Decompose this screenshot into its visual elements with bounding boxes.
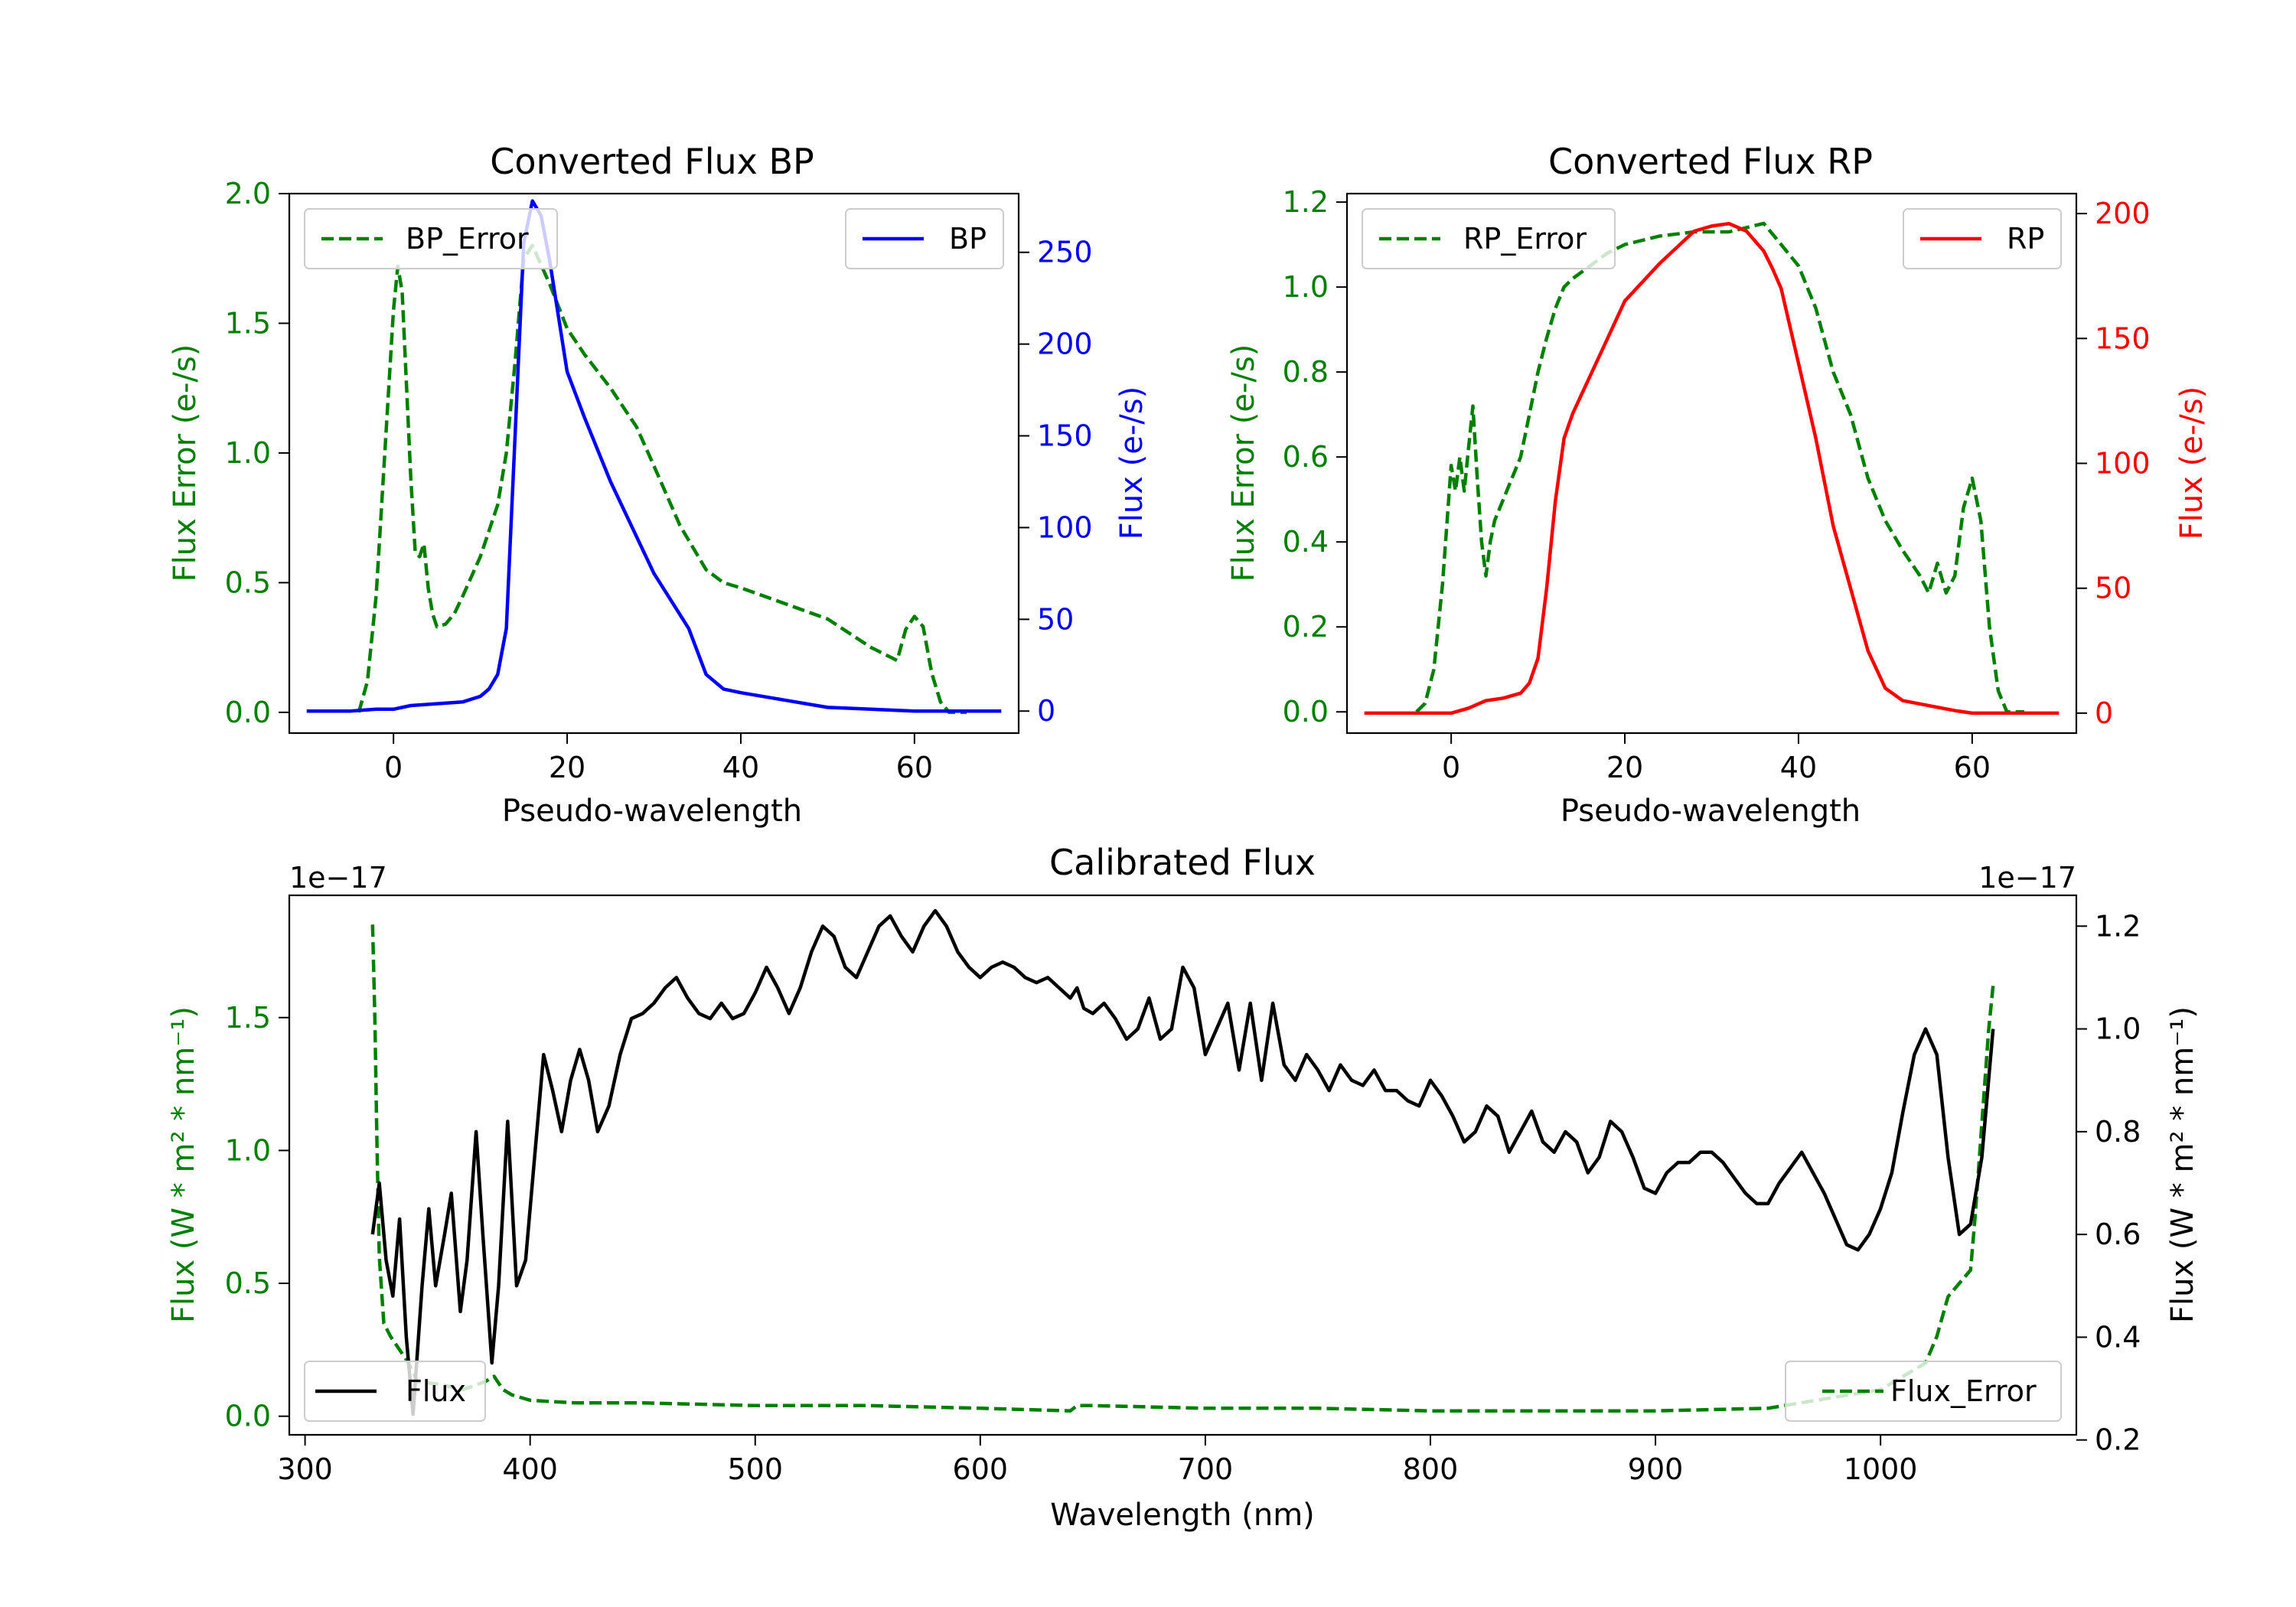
legend-label: Flux_Error: [1890, 1374, 2037, 1408]
series-line-flux-error: [370, 924, 1995, 1413]
right-tick-label: 0.4: [2095, 1320, 2141, 1354]
series-line-rp-error: [1415, 221, 2024, 714]
axes-frame-bp: [288, 192, 1020, 735]
x-tick-label: 60: [1954, 751, 1991, 784]
x-tick-label: 800: [1403, 1452, 1459, 1486]
legend-bp-error: BP_Error: [304, 208, 558, 269]
x-tick-label: 400: [502, 1452, 558, 1486]
x-tick-label: 40: [1780, 751, 1817, 784]
right-tick-label: 0: [1037, 694, 1055, 728]
right-tick-label: 0.8: [2095, 1115, 2141, 1149]
x-axis-label-calibrated: Wavelength (nm): [1050, 1498, 1315, 1533]
right-tick-label: 200: [1037, 328, 1093, 361]
panel-calibrated: Calibrated Flux 300 400 500 600 700 800 900 100…: [166, 842, 2200, 1533]
chart-title-rp: Converted Flux RP: [1548, 141, 1873, 182]
left-tick-label: 1.0: [225, 1133, 271, 1167]
x-tick-label: 0: [384, 751, 403, 784]
legend-rp: RP: [1903, 208, 2062, 269]
right-axis-label-bp: Flux (e-/s): [1114, 386, 1150, 539]
right-axis-label-rp: Flux (e-/s): [2174, 386, 2210, 539]
legend-box: [304, 208, 558, 269]
x-tick-label: 60: [896, 751, 933, 784]
axes-frame-rp: [1345, 192, 2078, 735]
left-tick-label: 0.0: [225, 696, 271, 729]
x-tick-label: 500: [727, 1452, 783, 1486]
x-tick-label: 1000: [1844, 1452, 1918, 1486]
left-tick-label: 0.5: [225, 566, 271, 599]
legend-label: Flux: [406, 1374, 466, 1408]
right-tick-label: 0.2: [2095, 1423, 2141, 1457]
right-tick-label: 0: [2095, 696, 2113, 730]
plot-rp: 0 20 40 60 0.0 0.2 0.4 0.6 0.8 1.0 1.2 0 50 100 150 200: [1283, 185, 2151, 784]
left-axis-label-bp: Flux Error (e-/s): [168, 344, 203, 582]
right-tick-label: 150: [1037, 419, 1093, 453]
series-line-rp: [1364, 221, 2060, 715]
legend-label: BP: [949, 222, 987, 256]
x-axis-label-bp: Pseudo-wavelength: [502, 794, 802, 829]
series-line-bp: [306, 199, 1002, 713]
x-tick-label: 0: [1442, 751, 1460, 784]
left-axis-label-rp: Flux Error (e-/s): [1226, 344, 1261, 582]
left-tick-label: 1.5: [225, 306, 271, 340]
right-axis-exponent: 1e−17: [1978, 861, 2076, 895]
right-axis-label-calibrated: Flux (W * m² * nm⁻¹): [2165, 1006, 2200, 1323]
right-tick-label: 200: [2095, 197, 2151, 230]
plot-calibrated: 300 400 500 600 700 800 900 1000 0.0 0.5 1.0 1.5 0.2…: [225, 908, 2141, 1486]
x-tick-label: 900: [1628, 1452, 1684, 1486]
left-tick-label: 2.0: [225, 177, 271, 210]
left-axis-label-calibrated: Flux (W * m² * nm⁻¹): [166, 1006, 201, 1323]
chart-title-calibrated: Calibrated Flux: [1049, 842, 1316, 883]
legend-label: BP_Error: [406, 222, 529, 256]
right-tick-label: 50: [1037, 602, 1074, 636]
legend-flux-error: Flux_Error: [1785, 1361, 2062, 1422]
left-tick-label: 1.0: [1283, 270, 1329, 304]
legend-box: [845, 208, 1004, 269]
x-tick-label: 20: [1606, 751, 1643, 784]
panel-rp: Converted Flux RP 0 20 40 60 0.0 0.2 0.4 0.6 0.8…: [1226, 141, 2210, 829]
left-tick-label: 0.0: [225, 1400, 271, 1433]
series-line-flux: [370, 908, 1995, 1416]
legend-label: RP: [2007, 222, 2044, 256]
right-tick-label: 100: [1037, 510, 1093, 544]
chart-title-bp: Converted Flux BP: [490, 141, 814, 182]
left-tick-label: 0.4: [1283, 525, 1329, 559]
legend-label: RP_Error: [1463, 222, 1587, 256]
right-tick-label: 50: [2095, 572, 2131, 605]
panel-bp: Converted Flux BP 0 20 40 60 0.0 0.5 1.0 1.5 2.0…: [168, 141, 1150, 829]
left-tick-label: 1.0: [225, 436, 271, 470]
x-axis-label-rp: Pseudo-wavelength: [1561, 794, 1861, 829]
legend-box: [304, 1361, 486, 1422]
legend-flux: Flux: [304, 1361, 486, 1422]
right-tick-label: 100: [2095, 447, 2151, 481]
series-line-bp-error: [357, 243, 967, 715]
right-tick-label: 1.2: [2095, 909, 2141, 943]
legend-bp: BP: [845, 208, 1004, 269]
left-tick-label: 0.6: [1283, 440, 1329, 474]
x-tick-label: 700: [1178, 1452, 1234, 1486]
legend-rp-error: RP_Error: [1362, 208, 1616, 269]
left-tick-label: 0.0: [1283, 695, 1329, 729]
left-tick-label: 0.8: [1283, 355, 1329, 389]
left-tick-label: 1.2: [1283, 185, 1329, 219]
legend-box: [1362, 208, 1616, 269]
legend-box: [1903, 208, 2062, 269]
axes-frame-calibrated: [288, 894, 2078, 1436]
left-tick-label: 0.5: [225, 1266, 271, 1300]
x-tick-label: 600: [953, 1452, 1009, 1486]
right-tick-label: 150: [2095, 321, 2151, 355]
right-tick-label: 250: [1037, 236, 1093, 269]
left-tick-label: 1.5: [225, 1001, 271, 1035]
right-tick-label: 0.6: [2095, 1217, 2141, 1251]
x-tick-label: 300: [277, 1452, 333, 1486]
legend-box: [1785, 1361, 2062, 1422]
x-tick-label: 20: [549, 751, 585, 784]
left-axis-exponent: 1e−17: [289, 861, 387, 895]
x-tick-label: 40: [722, 751, 759, 784]
right-tick-label: 1.0: [2095, 1012, 2141, 1046]
left-tick-label: 0.2: [1283, 610, 1329, 644]
